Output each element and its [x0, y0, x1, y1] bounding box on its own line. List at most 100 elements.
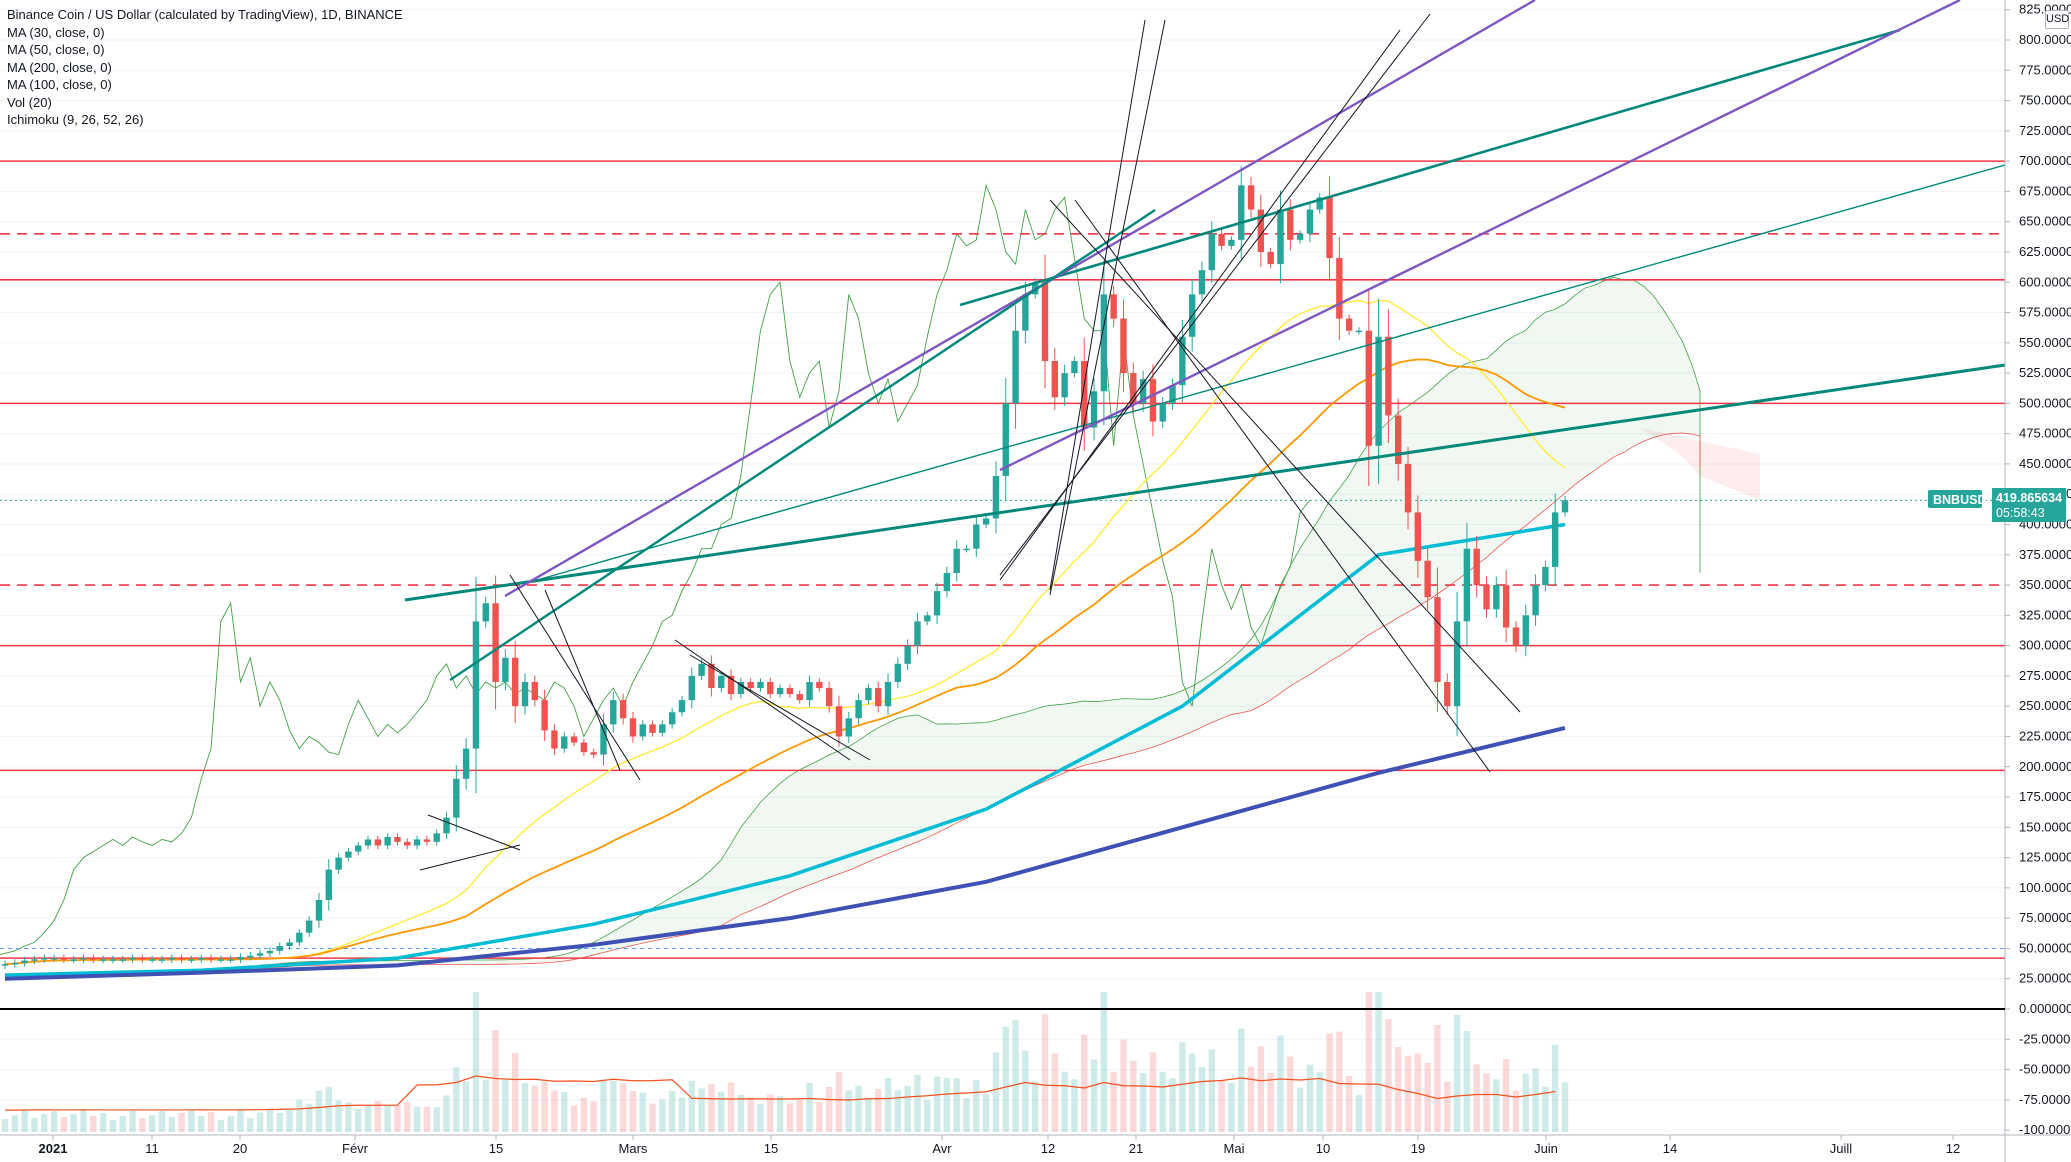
volume-bar — [1130, 1060, 1137, 1132]
candle-body — [433, 833, 440, 842]
volume-bar — [1414, 1053, 1422, 1132]
candle-body — [325, 869, 332, 900]
volume-bar — [600, 1079, 607, 1132]
time-tick-label: 14 — [1663, 1141, 1677, 1156]
candle-body — [570, 736, 578, 743]
candle-body — [1493, 585, 1500, 610]
time-tick-label: Juill — [1830, 1141, 1853, 1156]
legend-ma200[interactable]: MA (200, close, 0) — [7, 59, 112, 75]
legend-ma30[interactable]: MA (30, close, 0) — [7, 24, 105, 40]
volume-bar — [561, 1092, 568, 1132]
candle-body — [855, 700, 862, 719]
candle-body — [747, 681, 754, 689]
candle-body — [600, 724, 607, 755]
volume-bar — [1238, 1028, 1245, 1132]
volume-bar — [678, 1097, 686, 1132]
currency-label[interactable]: USD — [2045, 10, 2069, 29]
candle-body — [492, 603, 499, 682]
time-tick-label: 21 — [1129, 1141, 1143, 1156]
volume-bar — [894, 1090, 902, 1132]
horizontal-levels[interactable] — [0, 160, 2005, 959]
price-tick-label: 150.000000 — [2019, 819, 2071, 834]
candle-body — [698, 663, 705, 676]
candle-body — [21, 960, 28, 963]
time-axis[interactable]: 2021 11 20 Févr 15 Mars 15 Avr 12 21 Mai 10 19 Juin 14… — [0, 1134, 2071, 1156]
legend-ma100[interactable]: MA (100, close, 0) — [7, 77, 112, 92]
trendline-black — [427, 814, 521, 851]
volume-bar — [1149, 1052, 1157, 1132]
legend-volume[interactable]: Vol (20) — [7, 94, 52, 110]
volume-bar — [835, 1072, 843, 1132]
volume-bar — [610, 1080, 617, 1132]
candle-body — [355, 845, 362, 852]
volume-bar — [904, 1085, 911, 1132]
volume-bar — [433, 1107, 440, 1132]
candle-body — [335, 857, 342, 870]
candle-body — [1139, 379, 1147, 404]
candle-body — [776, 688, 784, 695]
volume-bar — [1169, 1078, 1176, 1132]
legend-ma50[interactable]: MA (50, close, 0) — [7, 42, 105, 57]
trendlines[interactable] — [404, 0, 2006, 871]
candle-body — [1090, 391, 1098, 428]
trendline-black — [689, 654, 871, 761]
candle-body — [1542, 566, 1549, 586]
candle-body — [894, 663, 902, 682]
time-tick-label: 2021 — [39, 1141, 68, 1156]
time-tick-label: Févr — [342, 1141, 369, 1156]
price-tick-label: 650.000000 — [2019, 214, 2071, 229]
volume-bar — [188, 1110, 195, 1132]
candle-body — [99, 959, 107, 961]
channel-lower-purple — [999, 0, 1961, 472]
candle-body — [256, 953, 264, 956]
volume-bar — [531, 1085, 539, 1132]
candle-body — [139, 958, 146, 960]
volume-bar — [767, 1094, 774, 1132]
current-price-tag: BNBUSD 419.865634 05:58:43 — [1928, 488, 2066, 522]
price-tick-label: 625.000000 — [2019, 244, 2071, 259]
volume-bar — [296, 1099, 303, 1132]
candle-body — [1532, 585, 1539, 616]
volume-bar — [99, 1113, 107, 1132]
candle-body — [629, 718, 637, 737]
volume-bar — [1031, 1081, 1039, 1132]
price-tick-label: 250.000000 — [2019, 698, 2071, 713]
price-tick-label: 75.000000 — [2019, 910, 2071, 925]
candle-body — [404, 841, 411, 846]
volume-bar — [384, 1105, 391, 1132]
volume-bar — [1208, 1049, 1215, 1132]
candle-body — [718, 675, 725, 689]
volume-bar — [649, 1103, 656, 1132]
candle-body — [443, 817, 450, 834]
volume-bar — [757, 1104, 764, 1132]
candle-body — [982, 518, 990, 525]
volume-bar — [639, 1092, 646, 1132]
volume-bar — [21, 1109, 28, 1132]
volume-bar — [943, 1078, 951, 1132]
candle-body — [933, 591, 941, 616]
trendline-black — [544, 589, 621, 771]
volume-bar — [1287, 1056, 1294, 1132]
candle-body — [1071, 360, 1078, 374]
price-tick-label: 700.000000 — [2019, 153, 2071, 168]
candle-body — [649, 724, 656, 733]
senkou-span-b — [260, 432, 1701, 970]
volume-bar — [90, 1115, 97, 1132]
candle-body — [1287, 209, 1294, 240]
candle-body — [551, 730, 558, 749]
volume-bar — [404, 1102, 411, 1132]
time-tick-label: 12 — [1041, 1141, 1055, 1156]
volume-bar — [855, 1085, 862, 1132]
volume-bar — [374, 1101, 382, 1132]
price-tick-label: 525.000000 — [2019, 365, 2071, 380]
legend-ichimoku[interactable]: Ichimoku (9, 26, 52, 26) — [7, 112, 144, 127]
volume-bar — [1247, 1066, 1255, 1132]
volume-bar — [315, 1090, 323, 1132]
candle-body — [531, 681, 539, 701]
trendline-black — [1049, 199, 1521, 713]
volume-bar — [325, 1086, 332, 1132]
trendline-black — [1049, 19, 1166, 596]
volume-bar — [168, 1116, 175, 1132]
